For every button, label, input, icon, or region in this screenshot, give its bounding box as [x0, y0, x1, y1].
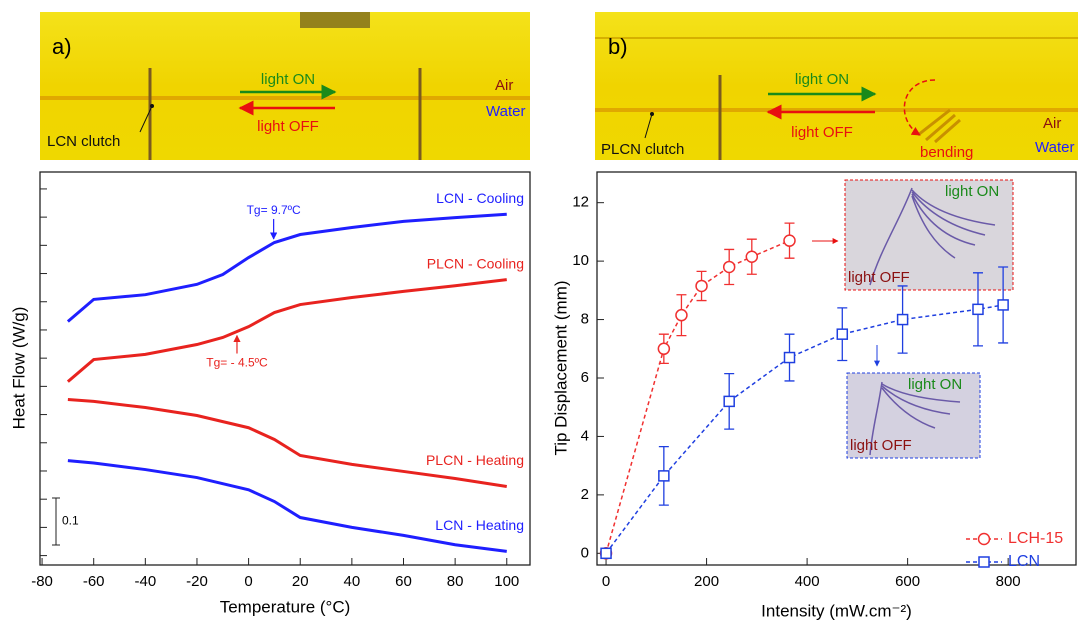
- pointer: [644, 113, 653, 139]
- photo-shadow: [300, 12, 370, 28]
- series-label: PLCN - Cooling: [427, 255, 524, 271]
- clutch-label: LCN clutch: [47, 133, 120, 150]
- y-tick-label: 8: [581, 311, 589, 328]
- inset-strands: [869, 187, 996, 286]
- y-tick-label: 4: [581, 427, 589, 444]
- bent-clutch: [917, 108, 961, 144]
- x-tick-label: -20: [186, 573, 208, 590]
- x-tick-label: 600: [895, 573, 920, 590]
- panel-label: b): [608, 34, 628, 59]
- pointer: [139, 105, 153, 133]
- x-axis-title: Temperature (°C): [220, 597, 351, 616]
- inset-off-label: light OFF: [850, 437, 912, 454]
- series-line: [66, 278, 507, 383]
- x-tick-label: 40: [344, 573, 361, 590]
- scale-bar: [52, 497, 60, 546]
- marker: [675, 308, 688, 322]
- y-tick-label: 10: [572, 252, 589, 269]
- x-tick-label: 60: [395, 573, 412, 590]
- annotation: Tg= - 4.5ºC: [206, 356, 268, 370]
- series-label: PLCN - Heating: [426, 452, 524, 468]
- water-label: Water: [1035, 139, 1074, 156]
- marker: [722, 260, 736, 274]
- series-label: LCN - Heating: [435, 517, 524, 533]
- marker: [783, 234, 796, 247]
- marker: [657, 342, 671, 356]
- inset-off-label: light OFF: [848, 269, 910, 286]
- y-axis-title: Tip Displacement (mm): [551, 280, 570, 455]
- plot-frame: [596, 171, 1077, 566]
- marker: [658, 470, 670, 482]
- marker: [723, 395, 735, 408]
- annotation: Tg= 9.7ºC: [247, 203, 301, 217]
- photo-b: b) light ON light OFF Air Water PLCN clu…: [595, 12, 1078, 161]
- inset-1: light ON light OFF: [844, 179, 1014, 291]
- x-tick-label: 80: [447, 573, 464, 590]
- plot-frame: [39, 171, 531, 566]
- series-line: [66, 212, 507, 323]
- y-axis-title: Heat Flow (W/g): [9, 307, 28, 430]
- y-tick-label: 12: [572, 194, 589, 211]
- inset-on-label: light ON: [945, 183, 999, 200]
- marker: [783, 351, 796, 364]
- legend-label: LCN: [1008, 553, 1040, 570]
- y-tick-label: 2: [581, 486, 589, 503]
- inset-strands: [869, 381, 961, 456]
- marker: [695, 279, 708, 293]
- x-tick-label: 200: [694, 573, 719, 590]
- panel-label: a): [52, 34, 72, 59]
- x-axis-title: Intensity (mW.cm⁻²): [761, 601, 912, 620]
- y-tick-label: 0: [581, 544, 589, 561]
- x-tick-label: -60: [83, 573, 105, 590]
- marker: [745, 250, 759, 263]
- air-label: Air: [495, 77, 513, 94]
- scale-bar-label: 0.1: [62, 514, 79, 528]
- series-line: [67, 459, 507, 553]
- photo-background: [40, 12, 530, 160]
- bending-arrow: [903, 79, 936, 136]
- y-tick-label: 6: [581, 369, 589, 386]
- x-tick-label: 400: [795, 573, 820, 590]
- inset-2: light ON light OFF: [846, 372, 981, 459]
- x-tick-label: 0: [244, 573, 252, 590]
- light-on-label: light ON: [795, 71, 849, 88]
- light-on-label: light ON: [261, 71, 315, 88]
- clutch-label: PLCN clutch: [601, 141, 684, 158]
- x-tick-label: -40: [134, 573, 156, 590]
- series-line: [67, 398, 507, 488]
- legend-marker: [978, 556, 990, 568]
- marker: [836, 328, 849, 340]
- pointer-dot: [650, 112, 654, 116]
- bending-label: bending: [920, 144, 973, 161]
- x-tick-label: 800: [996, 573, 1021, 590]
- marker: [896, 313, 909, 326]
- marker: [997, 299, 1009, 311]
- x-tick-label: 100: [494, 573, 519, 590]
- marker: [972, 303, 984, 316]
- light-off-label: light OFF: [257, 118, 319, 135]
- marker: [600, 547, 612, 560]
- photo-background: [595, 12, 1078, 160]
- x-tick-label: 20: [292, 573, 309, 590]
- inset-frame: [846, 372, 981, 459]
- x-tick-label: -80: [31, 573, 53, 590]
- legend-label: LCH-15: [1008, 530, 1063, 547]
- light-off-label: light OFF: [791, 124, 853, 141]
- legend-marker: [977, 532, 991, 546]
- pointer-dot: [150, 104, 154, 108]
- series-line: [605, 304, 1004, 554]
- series-label: LCN - Cooling: [436, 190, 524, 206]
- air-label: Air: [1043, 115, 1061, 132]
- inset-on-label: light ON: [908, 376, 962, 393]
- x-tick-label: 0: [602, 573, 610, 590]
- photo-a: a) light ON light OFF Air Water LCN clut…: [40, 12, 530, 160]
- water-label: Water: [486, 103, 525, 120]
